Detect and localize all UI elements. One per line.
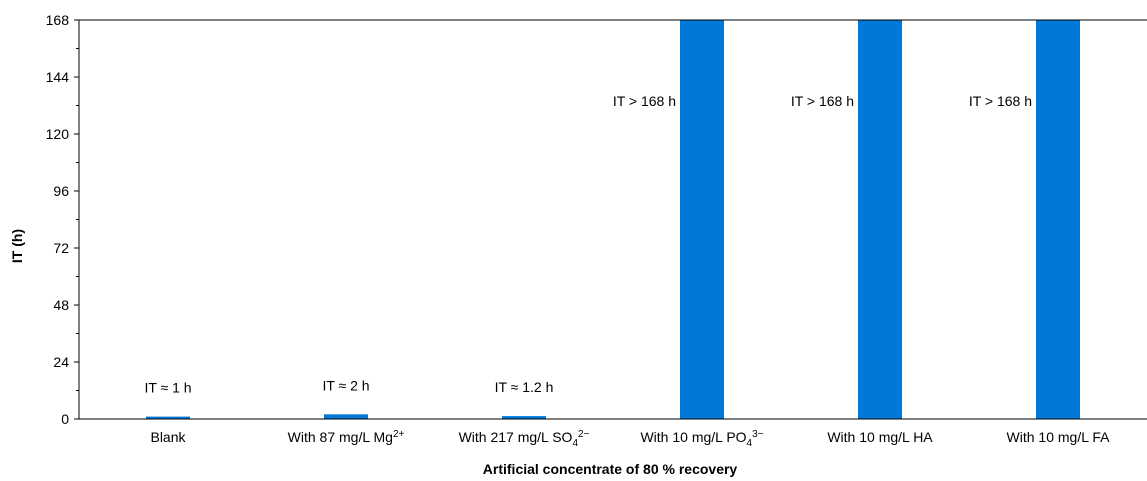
bar-annotation: IT > 168 h (613, 93, 676, 109)
y-tick-label: 24 (53, 354, 69, 370)
x-category-label: Blank (150, 429, 186, 445)
bar (502, 416, 546, 419)
x-category-label: With 10 mg/L HA (827, 429, 933, 445)
x-category-label: With 217 mg/L SO42− (459, 429, 590, 449)
x-axis-title: Artificial concentrate of 80 % recovery (483, 461, 738, 477)
bar-annotation: IT ≈ 1 h (144, 380, 191, 396)
bar-annotation: IT > 168 h (791, 93, 854, 109)
x-category-label: With 10 mg/L PO43− (640, 429, 763, 449)
y-tick-label: 144 (46, 69, 70, 85)
y-tick-label: 168 (46, 12, 70, 28)
y-axis-title: IT (h) (9, 229, 25, 263)
y-tick-label: 72 (53, 240, 69, 256)
y-tick-label: 0 (61, 411, 69, 427)
y-tick-label: 48 (53, 297, 69, 313)
bar (858, 20, 902, 419)
bar (680, 20, 724, 419)
bar-annotation: IT ≈ 1.2 h (495, 379, 554, 395)
bar-annotation: IT ≈ 2 h (322, 377, 369, 393)
y-tick-label: 96 (53, 183, 69, 199)
x-category-label: With 87 mg/L Mg2+ (288, 429, 405, 445)
bar (324, 414, 368, 420)
bar (1036, 20, 1080, 419)
bar (146, 416, 190, 419)
y-tick-label: 120 (46, 126, 70, 142)
bar-annotation: IT > 168 h (969, 93, 1032, 109)
x-category-label: With 10 mg/L FA (1007, 429, 1111, 445)
